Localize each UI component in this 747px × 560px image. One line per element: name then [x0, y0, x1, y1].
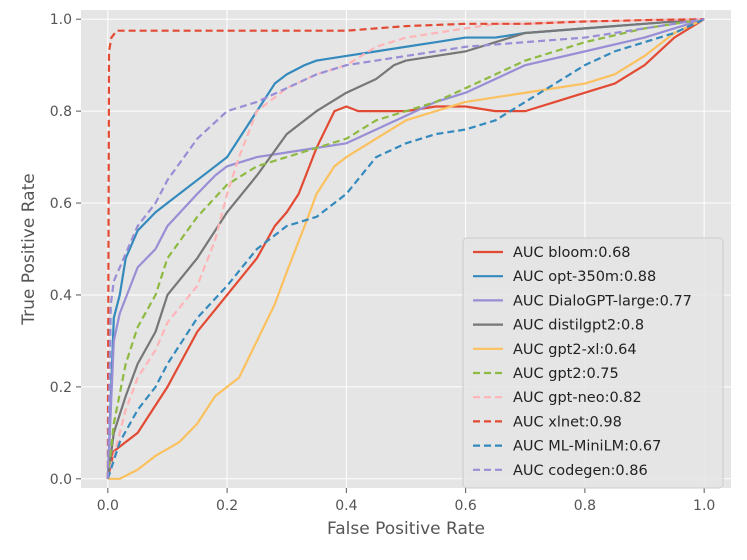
roc-curve	[106, 18, 705, 479]
y-tick-label: 0.8	[50, 104, 72, 120]
legend-label: AUC xlnet:0.98	[513, 414, 622, 430]
legend-label: AUC codegen:0.86	[513, 463, 648, 479]
legend-label: AUC ML-MiniLM:0.67	[513, 439, 661, 455]
legend-label: AUC opt-350m:0.88	[513, 269, 656, 285]
y-tick-label: 1.0	[50, 12, 72, 28]
x-tick-label: 0.2	[216, 498, 238, 514]
legend-label: AUC distilgpt2:0.8	[513, 318, 644, 334]
roc-curve	[106, 18, 705, 479]
roc-curve	[106, 18, 705, 479]
legend-box	[462, 237, 724, 489]
roc-curve	[106, 18, 705, 480]
roc-curve	[107, 18, 705, 480]
y-tick-label: 0.2	[50, 380, 72, 396]
legend-label: AUC gpt2-xl:0.64	[513, 342, 637, 358]
x-axis-ticks: 0.0 0.2 0.4 0.6 0.8 1.0	[97, 488, 715, 514]
x-tick-label: 0.8	[574, 498, 596, 514]
roc-curve	[106, 18, 705, 479]
legend-label: AUC gpt-neo:0.82	[513, 390, 642, 406]
roc-curve	[106, 18, 705, 479]
roc-curve	[106, 18, 705, 480]
y-tick-label: 0.0	[50, 472, 72, 488]
legend-label: AUC gpt2:0.75	[513, 366, 619, 382]
roc-curve	[106, 18, 705, 480]
x-tick-label: 0.4	[335, 498, 357, 514]
legend-label: AUC bloom:0.68	[513, 245, 631, 261]
roc-curve	[106, 18, 705, 479]
x-axis-label: False Positive Rate	[327, 519, 485, 539]
x-tick-label: 0.6	[455, 498, 477, 514]
y-tick-label: 0.6	[50, 196, 72, 212]
y-tick-label: 0.4	[50, 288, 72, 304]
x-tick-label: 1.0	[693, 498, 715, 514]
legend-label: AUC DialoGPT-large:0.77	[513, 293, 692, 309]
legend: AUC bloom:0.68 AUC opt-350m:0.88 AUC Dialo…	[462, 237, 724, 489]
y-axis-label: True Positive Rate	[19, 173, 39, 325]
x-tick-label: 0.0	[97, 498, 119, 514]
y-axis-ticks: 0.0 0.2 0.4 0.6 0.8 1.0	[50, 12, 81, 488]
roc-curves	[106, 18, 705, 480]
